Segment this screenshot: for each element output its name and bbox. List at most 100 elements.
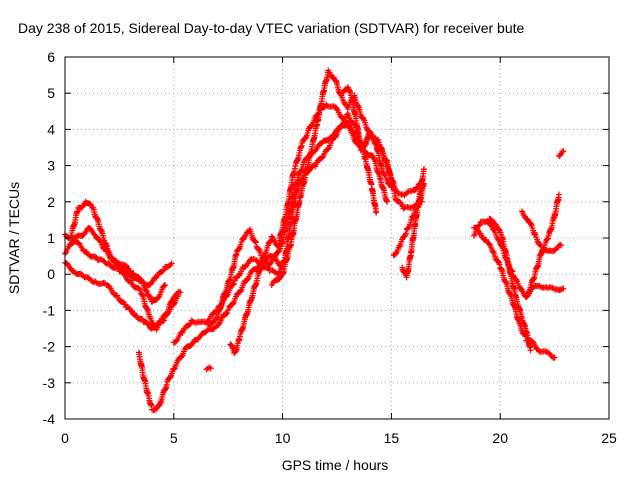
data-point (120, 299, 127, 306)
x-axis-label: GPS time / hours (282, 457, 389, 473)
series-outliers (203, 364, 214, 373)
data-point (491, 220, 498, 227)
y-tick-label: -3 (43, 375, 56, 391)
data-point (545, 349, 552, 356)
y-tick-label: 0 (47, 266, 55, 282)
data-point (559, 148, 566, 155)
data-point (345, 122, 352, 129)
data-point (204, 318, 211, 325)
data-point (235, 246, 242, 253)
data-point (92, 253, 99, 260)
data-point (517, 285, 524, 292)
y-tick-label: 2 (47, 194, 55, 210)
y-axis-label: SDTVAR / TECUs (6, 182, 22, 294)
data-point (393, 250, 400, 257)
x-tick-label: 5 (170, 430, 178, 446)
series-trace-10 (340, 84, 395, 191)
series-trace-18 (555, 148, 567, 160)
data-point (384, 198, 391, 205)
y-tick-label: -2 (43, 339, 56, 355)
data-point (537, 242, 544, 249)
series-trace-12 (399, 166, 428, 281)
y-tick-label: 4 (47, 121, 55, 137)
data-point (207, 365, 214, 372)
data-point (171, 301, 178, 308)
data-point (560, 148, 567, 155)
series-trace-5 (135, 252, 286, 414)
data-point (93, 279, 100, 286)
data-point (213, 309, 220, 316)
data-point (302, 135, 309, 142)
data-point (368, 152, 375, 159)
data-point (167, 373, 174, 380)
data-point (170, 294, 177, 301)
data-point (72, 233, 79, 240)
data-point (156, 401, 163, 408)
data-point (100, 257, 107, 264)
chart-title: Day 238 of 2015, Sidereal Day-to-day VTE… (18, 20, 525, 36)
data-point (162, 282, 169, 289)
data-point (186, 321, 193, 328)
data-point (496, 226, 503, 233)
series-trace-7 (203, 110, 380, 326)
data-point (527, 347, 534, 354)
y-tick-label: 1 (47, 230, 55, 246)
data-point (113, 258, 120, 265)
data-point (135, 285, 142, 292)
data-point (527, 220, 534, 227)
x-tick-label: 20 (492, 430, 508, 446)
data-point (223, 310, 230, 317)
data-point (253, 257, 260, 264)
series-trace-4 (62, 259, 182, 332)
data-point (421, 166, 428, 173)
data-point (367, 130, 374, 137)
data-point (373, 209, 380, 216)
data-point (79, 203, 86, 210)
data-point (177, 289, 184, 296)
data-point (557, 286, 564, 293)
data-point (244, 276, 251, 283)
data-point (252, 238, 259, 245)
y-tick-label: 6 (47, 49, 55, 65)
y-tick-label: -1 (43, 302, 56, 318)
data-point (551, 354, 558, 361)
series-trace-15 (486, 215, 534, 354)
data-point (560, 285, 567, 292)
series-trace-16 (518, 208, 565, 255)
data-point (495, 258, 502, 265)
data-point (555, 191, 562, 198)
y-tick-label: 5 (47, 85, 55, 101)
data-point (166, 263, 173, 270)
data-point (256, 246, 263, 253)
data-point (168, 260, 175, 267)
data-point (223, 292, 230, 299)
x-tick-label: 10 (275, 430, 291, 446)
data-point (224, 310, 231, 317)
series-trace-14 (471, 224, 558, 362)
data-point (178, 353, 185, 360)
data-point (548, 353, 555, 360)
data-point (276, 275, 283, 282)
y-tick-labels: -4 -3 -2 -1 0 1 2 3 4 5 6 (43, 49, 56, 427)
data-point (543, 236, 550, 243)
data-point (372, 140, 379, 147)
series-trace-3 (68, 198, 169, 305)
data-point (230, 280, 237, 287)
axis-ticks (64, 56, 610, 420)
data-point (558, 242, 565, 249)
data-series (62, 67, 567, 414)
x-tick-label: 25 (601, 430, 617, 446)
data-point (402, 230, 409, 237)
x-tick-label: 0 (61, 430, 69, 446)
data-point (126, 305, 133, 312)
data-point (405, 224, 412, 231)
data-point (80, 231, 87, 238)
data-point (496, 261, 503, 268)
data-point (137, 287, 144, 294)
data-point (388, 184, 395, 191)
series-trace-2 (62, 224, 175, 289)
data-point (229, 300, 236, 307)
series-trace-17 (525, 191, 562, 296)
data-point (476, 221, 483, 228)
